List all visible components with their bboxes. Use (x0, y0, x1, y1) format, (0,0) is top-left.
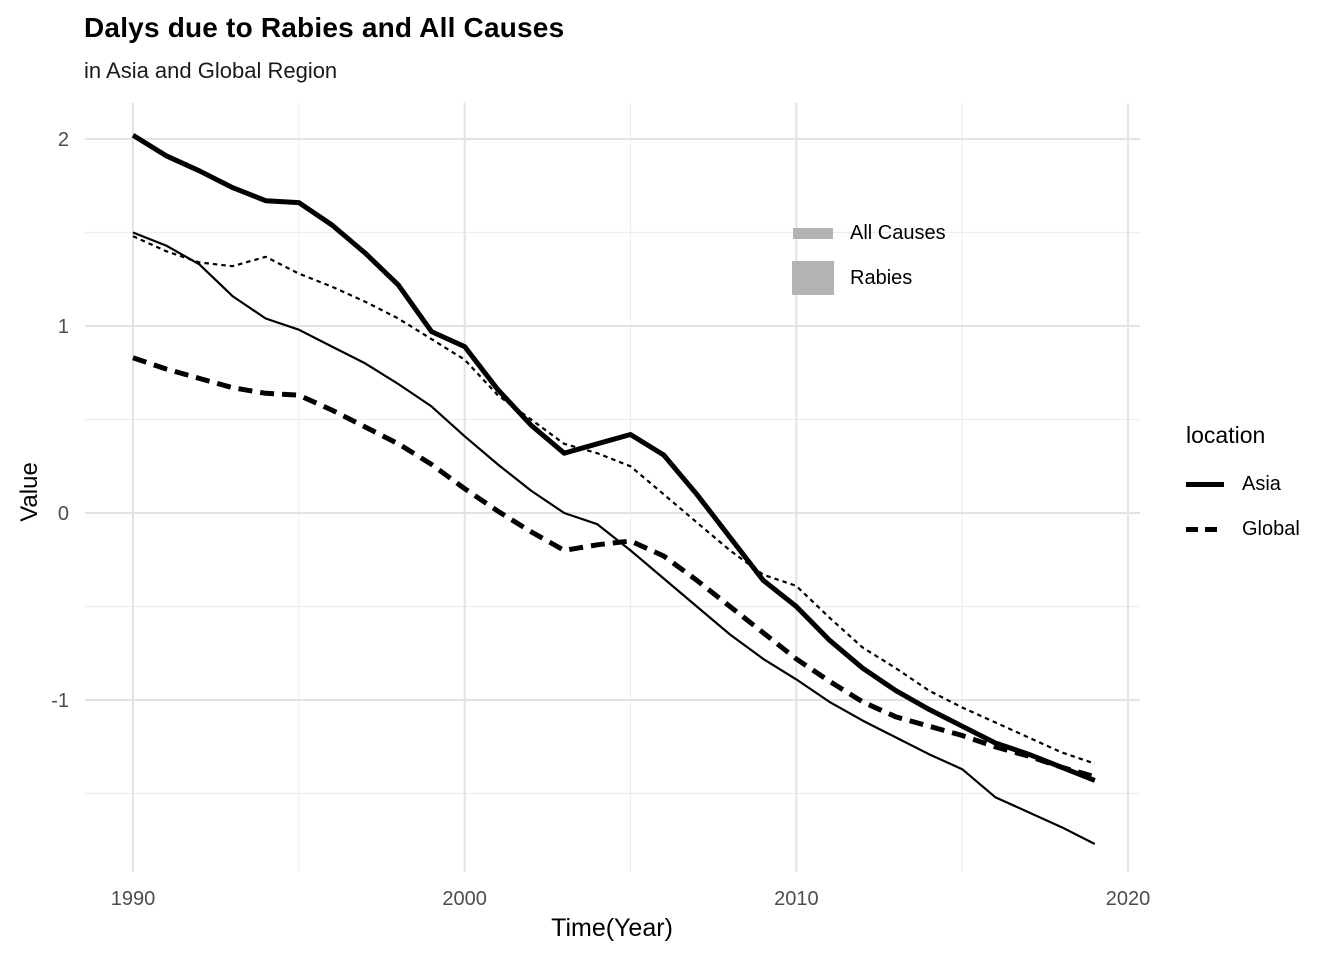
chart-subtitle: in Asia and Global Region (84, 58, 338, 83)
legend-key-global-dashed-line (1186, 526, 1224, 532)
legend-item-rabies: Rabies (792, 261, 946, 295)
legend-item-global: Global (1186, 516, 1300, 542)
legend-location-title: location (1186, 422, 1266, 448)
x-tick-label: 2020 (1106, 888, 1151, 910)
series-line-asia-rabies (131, 133, 1096, 783)
legend-location: location Asia Global (1186, 422, 1300, 561)
y-tick-label: -1 (51, 690, 69, 712)
series-line-global-all-causes (132, 235, 1096, 765)
legend-label-global: Global (1242, 517, 1300, 540)
legend-key-all-causes (793, 227, 833, 239)
y-tick-label: 2 (58, 129, 69, 151)
legend-item-asia: Asia (1186, 471, 1300, 497)
legend-label-asia: Asia (1242, 472, 1281, 495)
y-tick-label: 0 (58, 503, 69, 525)
x-tick-label: 2000 (442, 888, 487, 910)
legend-item-all-causes: All Causes (792, 216, 946, 250)
legend-label-all-causes: All Causes (850, 221, 946, 244)
legend-label-rabies: Rabies (850, 266, 913, 289)
y-tick-label: 1 (58, 316, 69, 338)
legend-keycell (792, 261, 834, 295)
x-axis-title: Time(Year) (551, 914, 673, 942)
legend-cause: All Causes Rabies (792, 216, 946, 306)
series-line-asia-all-causes (132, 231, 1096, 845)
chart-title: Dalys due to Rabies and All Causes (84, 12, 565, 43)
legend-key-asia-solid-line (1186, 481, 1224, 487)
legend-keycell (792, 216, 834, 250)
y-axis-title: Value (16, 462, 43, 522)
x-tick-label: 2010 (774, 888, 819, 910)
series-line-global-rabies (132, 355, 1096, 780)
legend-key-rabies (792, 261, 834, 295)
x-tick-label: 1990 (111, 888, 156, 910)
